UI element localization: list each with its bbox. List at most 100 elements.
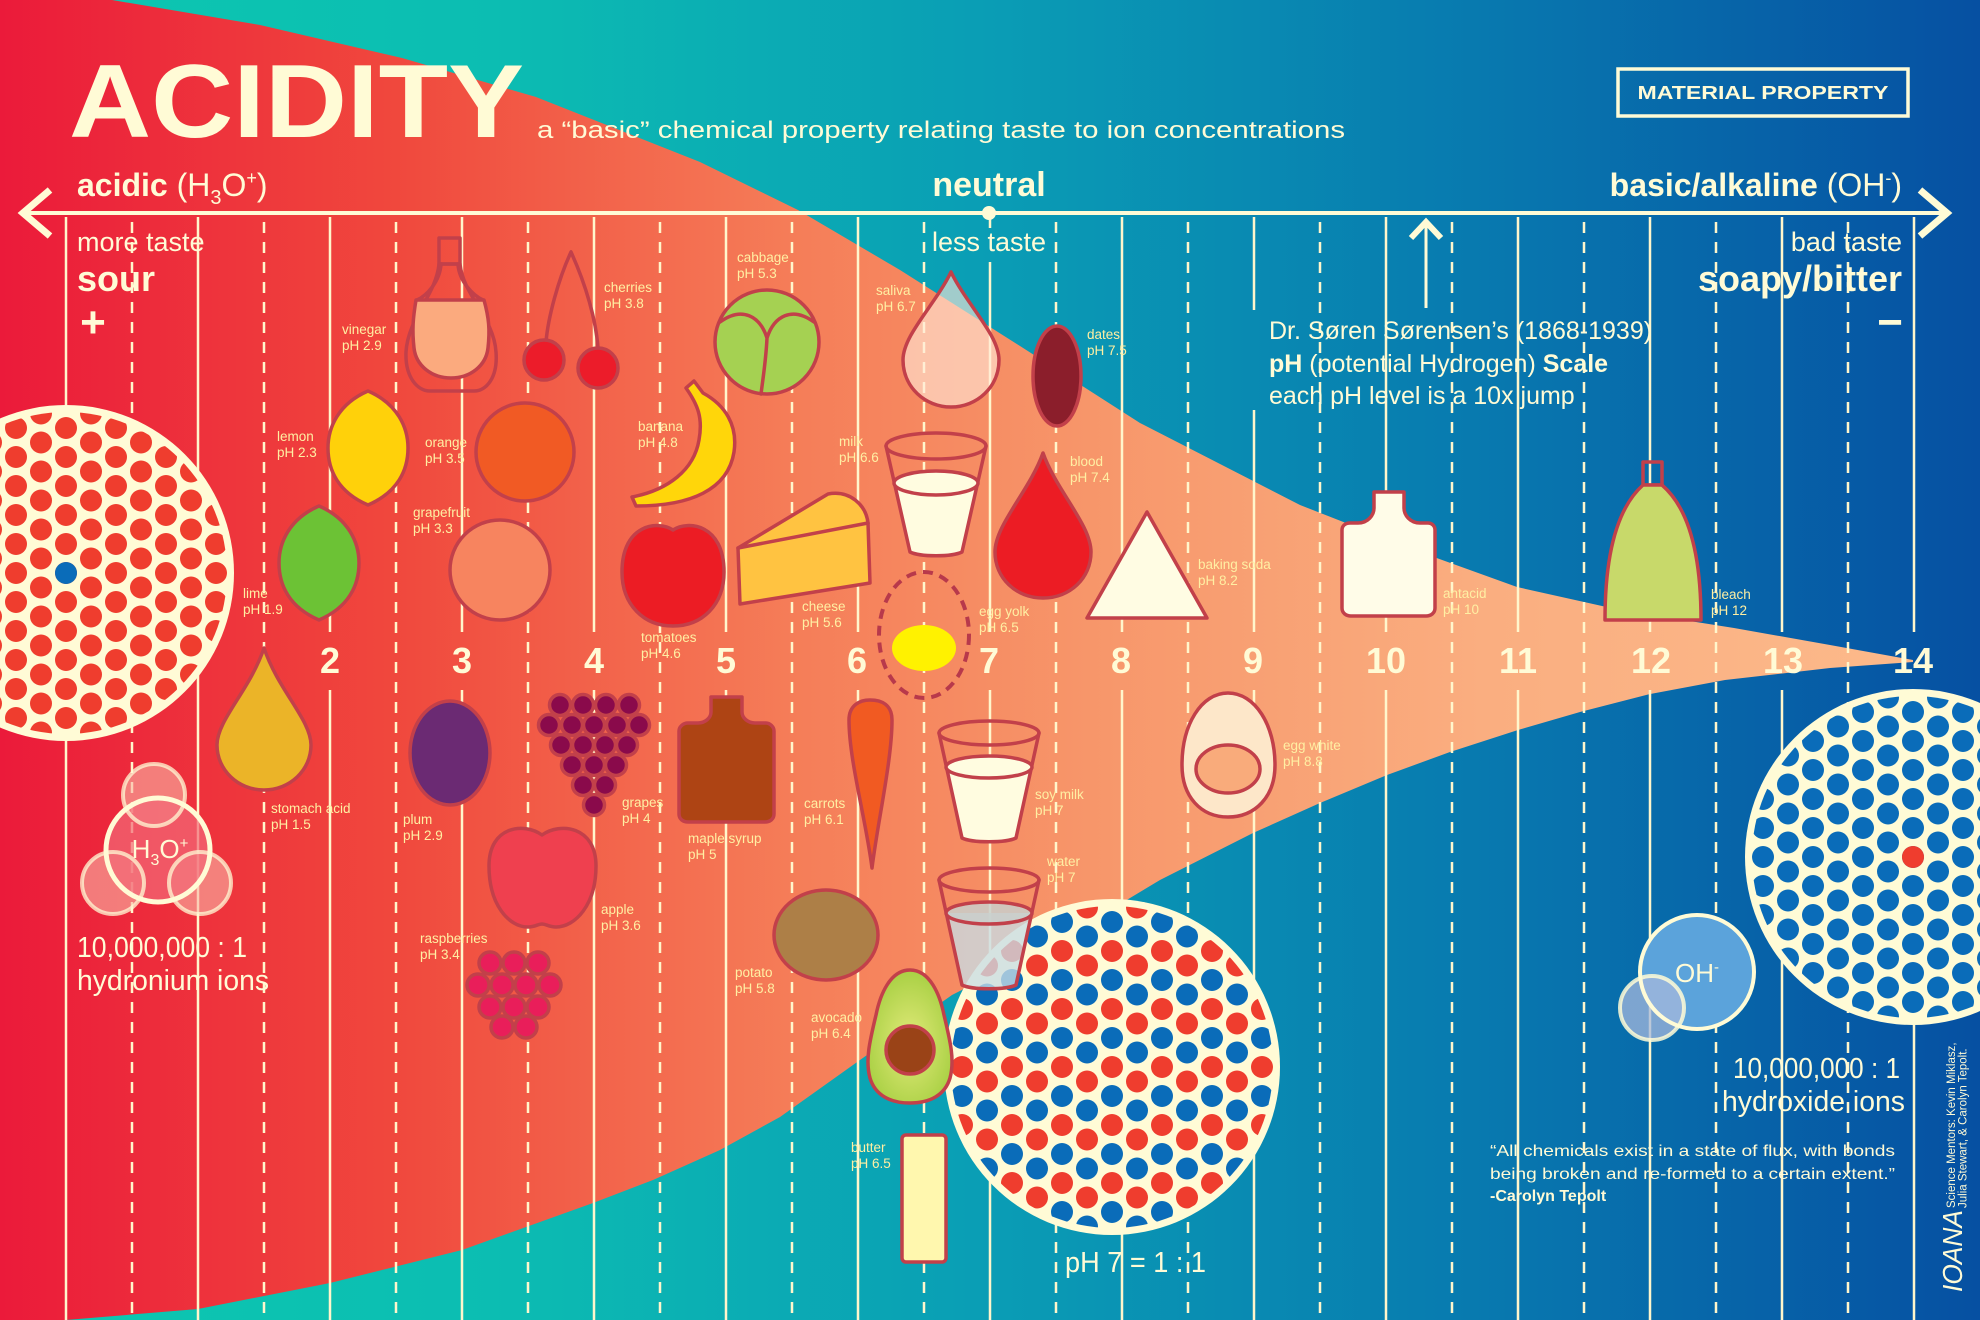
food-label: banana pH 4.8 xyxy=(638,419,684,450)
hydroxide-formula: OH- xyxy=(1675,958,1719,988)
egg-yolk-icon xyxy=(877,570,971,700)
soy-milk-glass-icon xyxy=(937,719,1041,844)
ph-number: 6 xyxy=(847,640,867,681)
bleach-bottle-icon xyxy=(1603,460,1703,622)
quote-block: “All chemicals exist in a state of flux,… xyxy=(1490,1143,1895,1205)
food-item-egg-white: egg white pH 8.8 xyxy=(1180,691,1341,819)
maple-syrup-bottle-icon xyxy=(677,695,776,824)
material-property-badge: MATERIAL PROPERTY xyxy=(1616,67,1910,118)
banana-icon xyxy=(630,379,737,508)
food-item-orange: orange pH 3.5 xyxy=(425,401,576,503)
plum-icon xyxy=(408,699,492,807)
neutral-ratio: pH 7 = 1 : 1 xyxy=(1065,1247,1206,1279)
food-label: egg yolk pH 6.5 xyxy=(979,604,1030,635)
food-item-cherries: cherries pH 3.8 xyxy=(522,250,652,390)
arrow-up-icon xyxy=(1408,217,1444,308)
food-item-dates: dates pH 7.5 xyxy=(1031,324,1127,428)
neutral-point-marker xyxy=(982,206,996,220)
neutral-label: neutral xyxy=(932,166,1045,204)
food-label: cherries pH 3.8 xyxy=(604,280,652,311)
food-item-cabbage: cabbage pH 5.3 xyxy=(713,250,821,396)
antacid-bottle-icon xyxy=(1340,490,1437,618)
food-label: bleach pH 12 xyxy=(1711,587,1751,618)
food-item-grapes: grapes pH 4 xyxy=(536,692,664,826)
food-label: butter pH 6.5 xyxy=(851,1140,891,1171)
food-item-grapefruit: grapefruit pH 3.3 xyxy=(413,505,552,622)
credits: Science Mentors: Kevin Miklasz,Julia Ste… xyxy=(1937,1042,1970,1292)
food-label: soy milk pH 7 xyxy=(1035,787,1084,818)
food-label: dates pH 7.5 xyxy=(1087,327,1127,358)
hydroxide-dot-circle xyxy=(1745,689,1980,1025)
food-label: saliva pH 6.7 xyxy=(876,283,916,314)
carrot-icon xyxy=(847,698,894,870)
cherries-icon xyxy=(522,250,620,390)
food-label: maple syrup pH 5 xyxy=(688,831,762,862)
food-label: plum pH 2.9 xyxy=(403,812,443,843)
food-label: blood pH 7.4 xyxy=(1070,454,1110,485)
egg-white-icon xyxy=(1180,691,1277,819)
food-label: egg white pH 8.8 xyxy=(1283,738,1341,769)
food-item-bleach: bleach pH 12 xyxy=(1603,460,1751,622)
grapefruit-icon xyxy=(448,518,552,622)
arrow-right-icon xyxy=(1917,187,1953,239)
hydronium-ion-label: hydronium ions xyxy=(77,965,269,997)
artist-signature: IOANA xyxy=(1937,1210,1968,1292)
hydronium-ratio: 10,000,000 : 1 xyxy=(77,932,247,964)
food-label: avocado pH 6.4 xyxy=(811,1010,862,1041)
quote-line-2: being broken and re-formed to a certain … xyxy=(1490,1166,1895,1183)
hydronium-molecule-icon: H3O+ xyxy=(80,762,233,916)
date-icon xyxy=(1031,324,1083,428)
food-label: grapefruit pH 3.3 xyxy=(413,505,470,536)
ph-number: 3 xyxy=(452,640,472,681)
plus-sign: + xyxy=(80,298,106,347)
lime-icon xyxy=(277,504,361,622)
sour-label: sour xyxy=(77,258,155,299)
food-item-apple: apple pH 3.6 xyxy=(487,826,641,933)
vinegar-bottle-icon xyxy=(404,236,498,393)
food-label: potato pH 5.8 xyxy=(735,965,775,996)
food-label: orange pH 3.5 xyxy=(425,435,467,466)
food-item-vinegar: vinegar pH 2.9 xyxy=(342,236,498,393)
single-hydronium-dot xyxy=(1902,846,1924,868)
food-label: antacid pH 10 xyxy=(1443,586,1487,617)
food-item-blood: blood pH 7.4 xyxy=(993,451,1110,600)
hydroxide-ratio: 10,000,000 : 1 xyxy=(1733,1053,1900,1085)
quote-line-1: “All chemicals exist in a state of flux,… xyxy=(1490,1143,1895,1160)
food-item-potato: potato pH 5.8 xyxy=(735,888,880,996)
hydronium-dot-circle xyxy=(0,405,234,741)
ph-number: 9 xyxy=(1243,640,1263,681)
page-subtitle: a “basic” chemical property relating tas… xyxy=(537,117,1345,144)
food-item-cheese: cheese pH 5.6 xyxy=(736,491,872,630)
food-item-maple-syrup: maple syrup pH 5 xyxy=(677,695,776,862)
food-item-stomach-acid: stomach acid pH 1.5 xyxy=(215,646,351,832)
food-label: vinegar pH 2.9 xyxy=(342,322,387,353)
food-label: baking soda pH 8.2 xyxy=(1198,557,1271,588)
ph-axis xyxy=(17,187,1953,308)
ph-number: 11 xyxy=(1499,640,1537,681)
potato-icon xyxy=(772,888,880,982)
food-label: raspberries pH 3.4 xyxy=(420,931,488,962)
food-item-avocado: avocado pH 6.4 xyxy=(811,968,954,1105)
ph-number: 13 xyxy=(1763,640,1803,681)
food-label: water pH 7 xyxy=(1046,854,1081,885)
food-label: milk pH 6.6 xyxy=(839,434,879,465)
bad-taste-label: bad taste xyxy=(1791,227,1902,257)
food-item-butter: butter pH 6.5 xyxy=(851,1133,948,1264)
food-label: stomach acid pH 1.5 xyxy=(271,801,351,832)
apple-icon xyxy=(487,826,598,929)
food-item-soy-milk: soy milk pH 7 xyxy=(937,719,1084,844)
basic-label: basic/alkaline (OH-) xyxy=(1610,167,1902,203)
food-label: cabbage pH 5.3 xyxy=(737,250,789,281)
blood-drop-icon xyxy=(993,451,1093,600)
less-taste-label: less taste xyxy=(932,227,1046,257)
ph-number: 4 xyxy=(584,640,604,681)
butter-icon xyxy=(900,1133,948,1264)
food-label: cheese pH 5.6 xyxy=(802,599,846,630)
food-item-plum: plum pH 2.9 xyxy=(403,699,492,843)
hydroxide-ion-label: hydroxide ions xyxy=(1722,1086,1905,1118)
quote-author: -Carolyn Tepolt xyxy=(1490,1188,1607,1205)
sorensen-note: Dr. Søren Sørensen’s (1868-1939) pH (pot… xyxy=(1269,317,1652,410)
cabbage-icon xyxy=(713,288,821,396)
stomach-acid-drop-icon xyxy=(215,646,313,792)
